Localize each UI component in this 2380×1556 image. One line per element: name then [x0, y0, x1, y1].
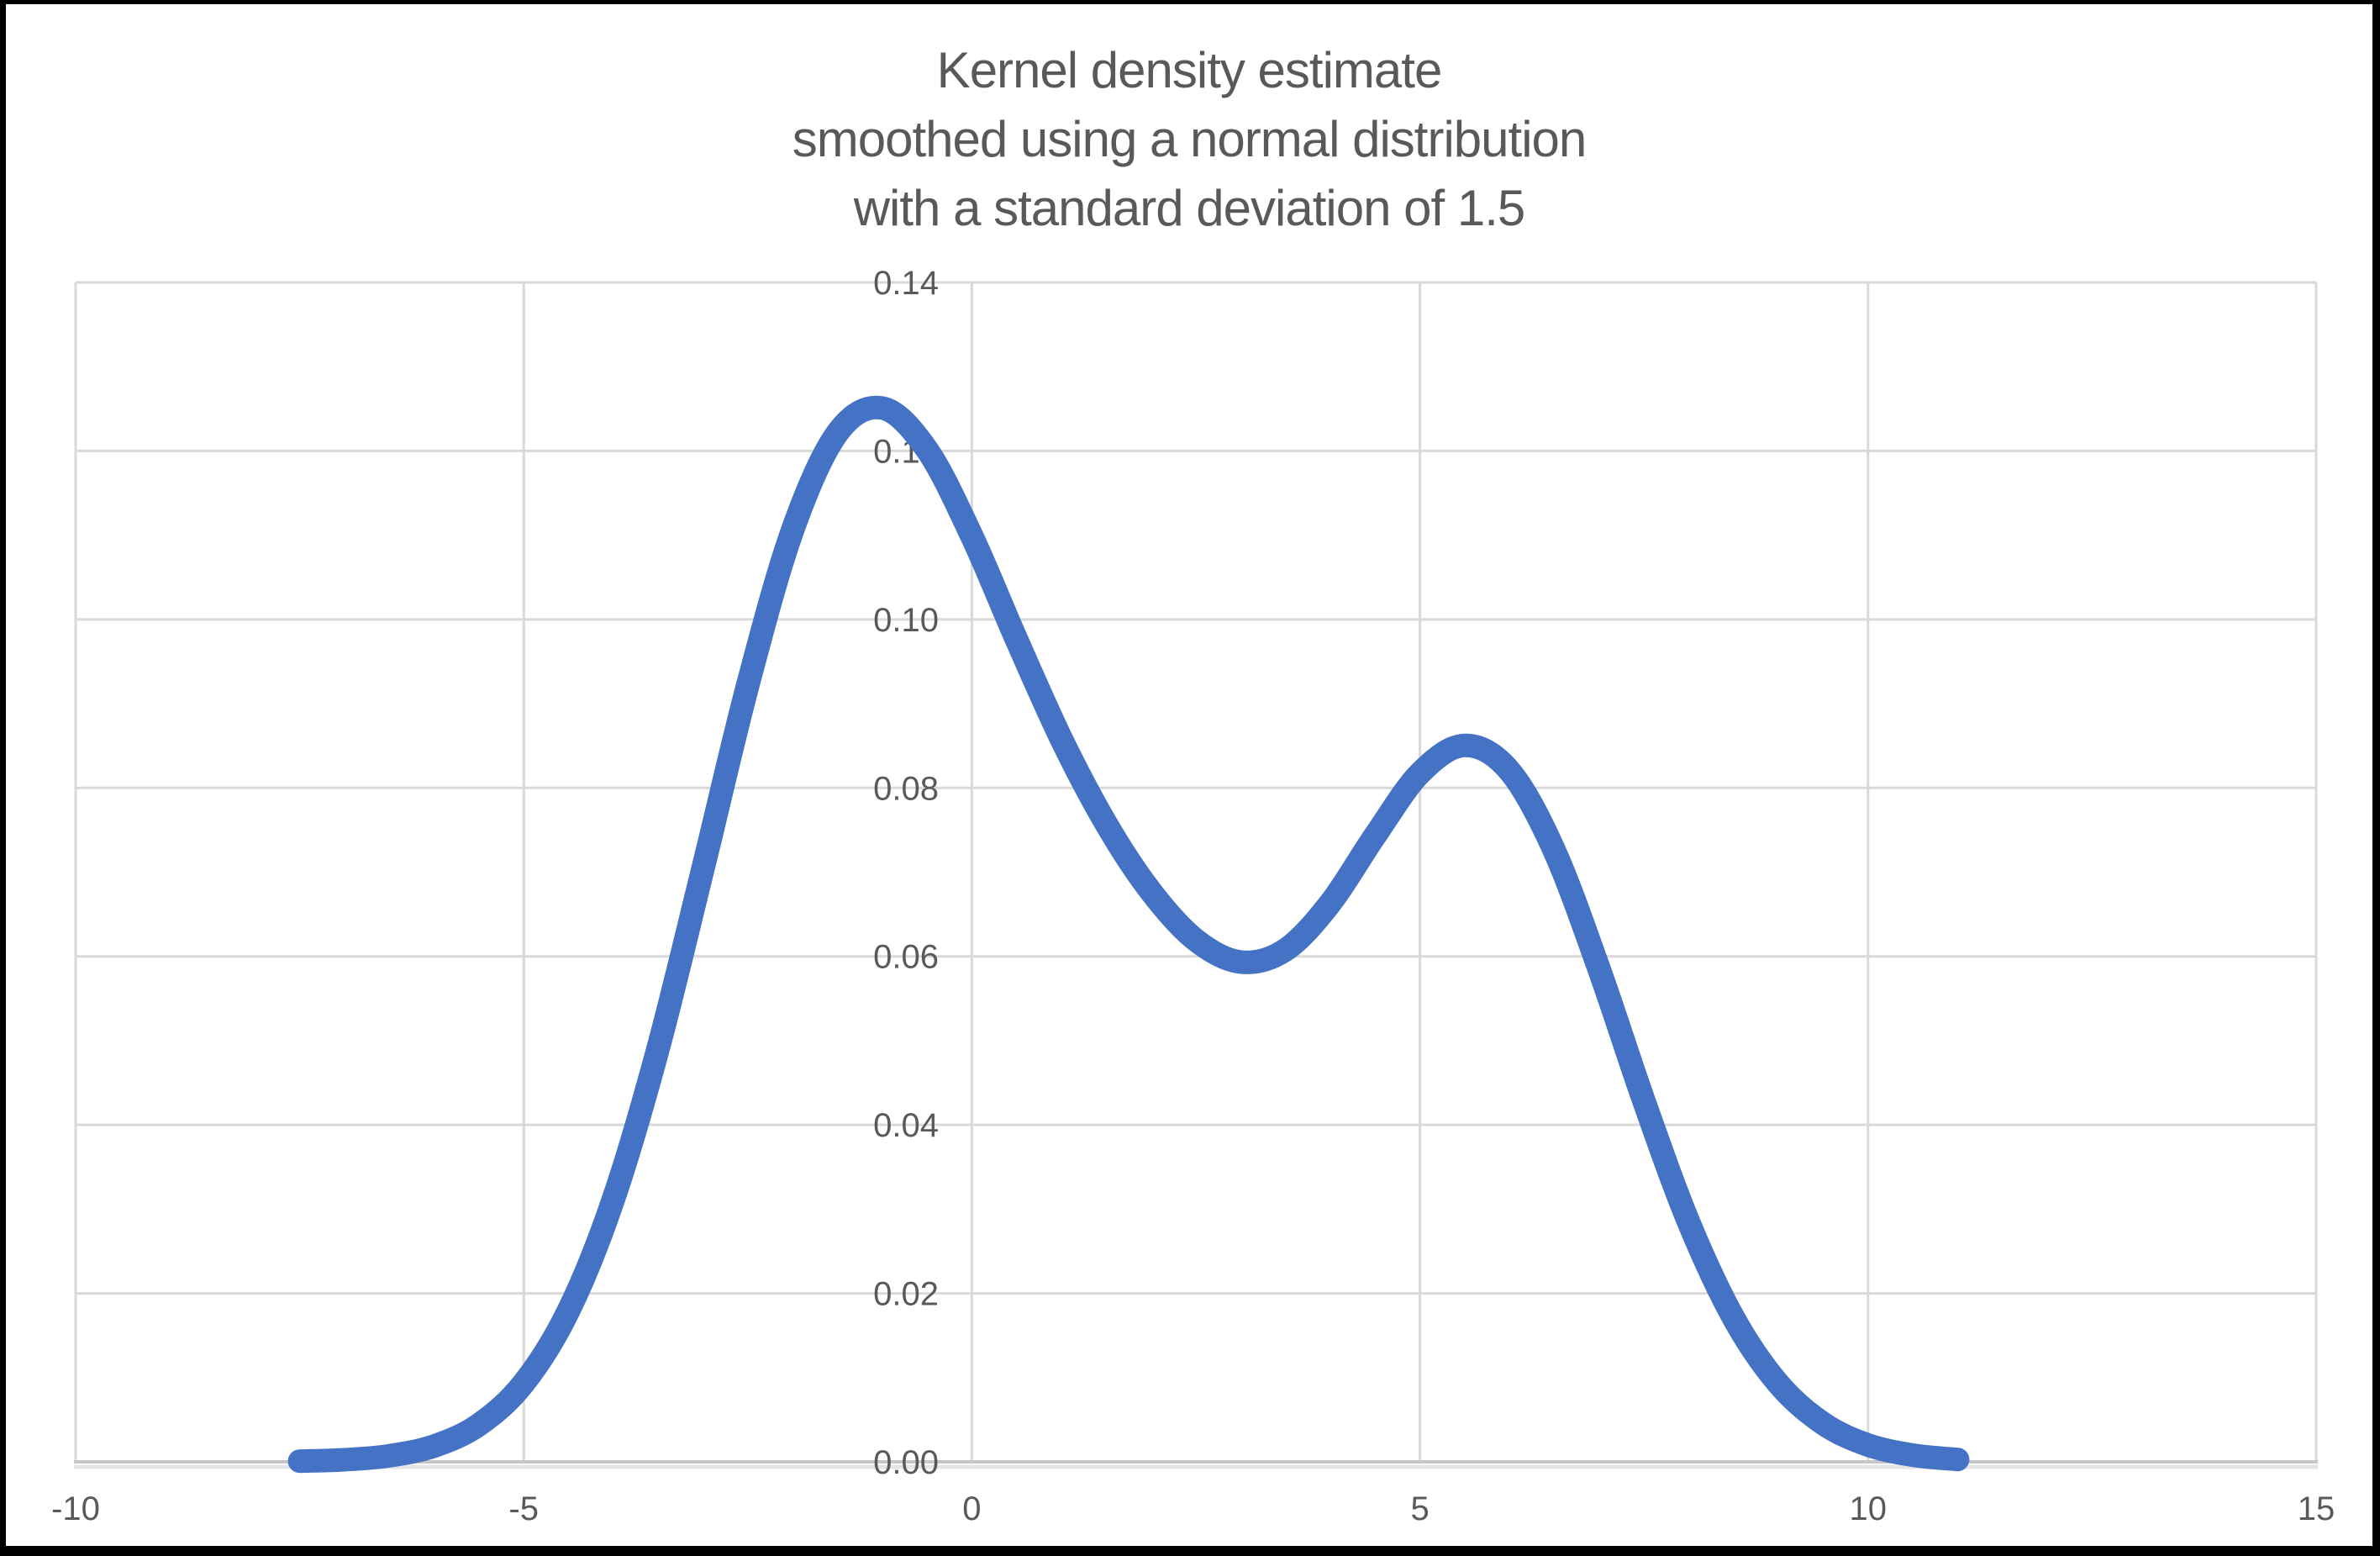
y-tick-label: 0.10 [873, 602, 939, 639]
y-tick-label: 0.04 [873, 1107, 939, 1144]
y-tick-label: 0.06 [873, 939, 939, 976]
x-tick-label: 15 [2298, 1490, 2335, 1527]
y-tick-label: 0.14 [873, 265, 939, 302]
chart-title: Kernel density estimate smoothed using a… [6, 36, 2372, 243]
x-tick-label: -10 [51, 1490, 100, 1527]
chart-title-line-2: smoothed using a normal distribution [792, 111, 1588, 167]
x-tick-label: 10 [1850, 1490, 1888, 1527]
kde-plot: -10 -5 0 5 10 150.000.020.040.060.080.100.120… [51, 265, 2335, 1527]
x-tick-label: 0 [962, 1490, 981, 1527]
y-tick-label: 0.08 [873, 770, 939, 807]
chart-title-line-3: with a standard deviation of 1.5 [853, 180, 1526, 236]
kde-curve [287, 395, 1970, 1474]
y-tick-label: 0.02 [873, 1276, 939, 1313]
x-tick-label: 5 [1410, 1490, 1429, 1527]
y-tick-label: 0.00 [873, 1444, 939, 1481]
chart-title-line-1: Kernel density estimate [936, 42, 1443, 98]
x-tick-label: -5 [508, 1490, 539, 1527]
